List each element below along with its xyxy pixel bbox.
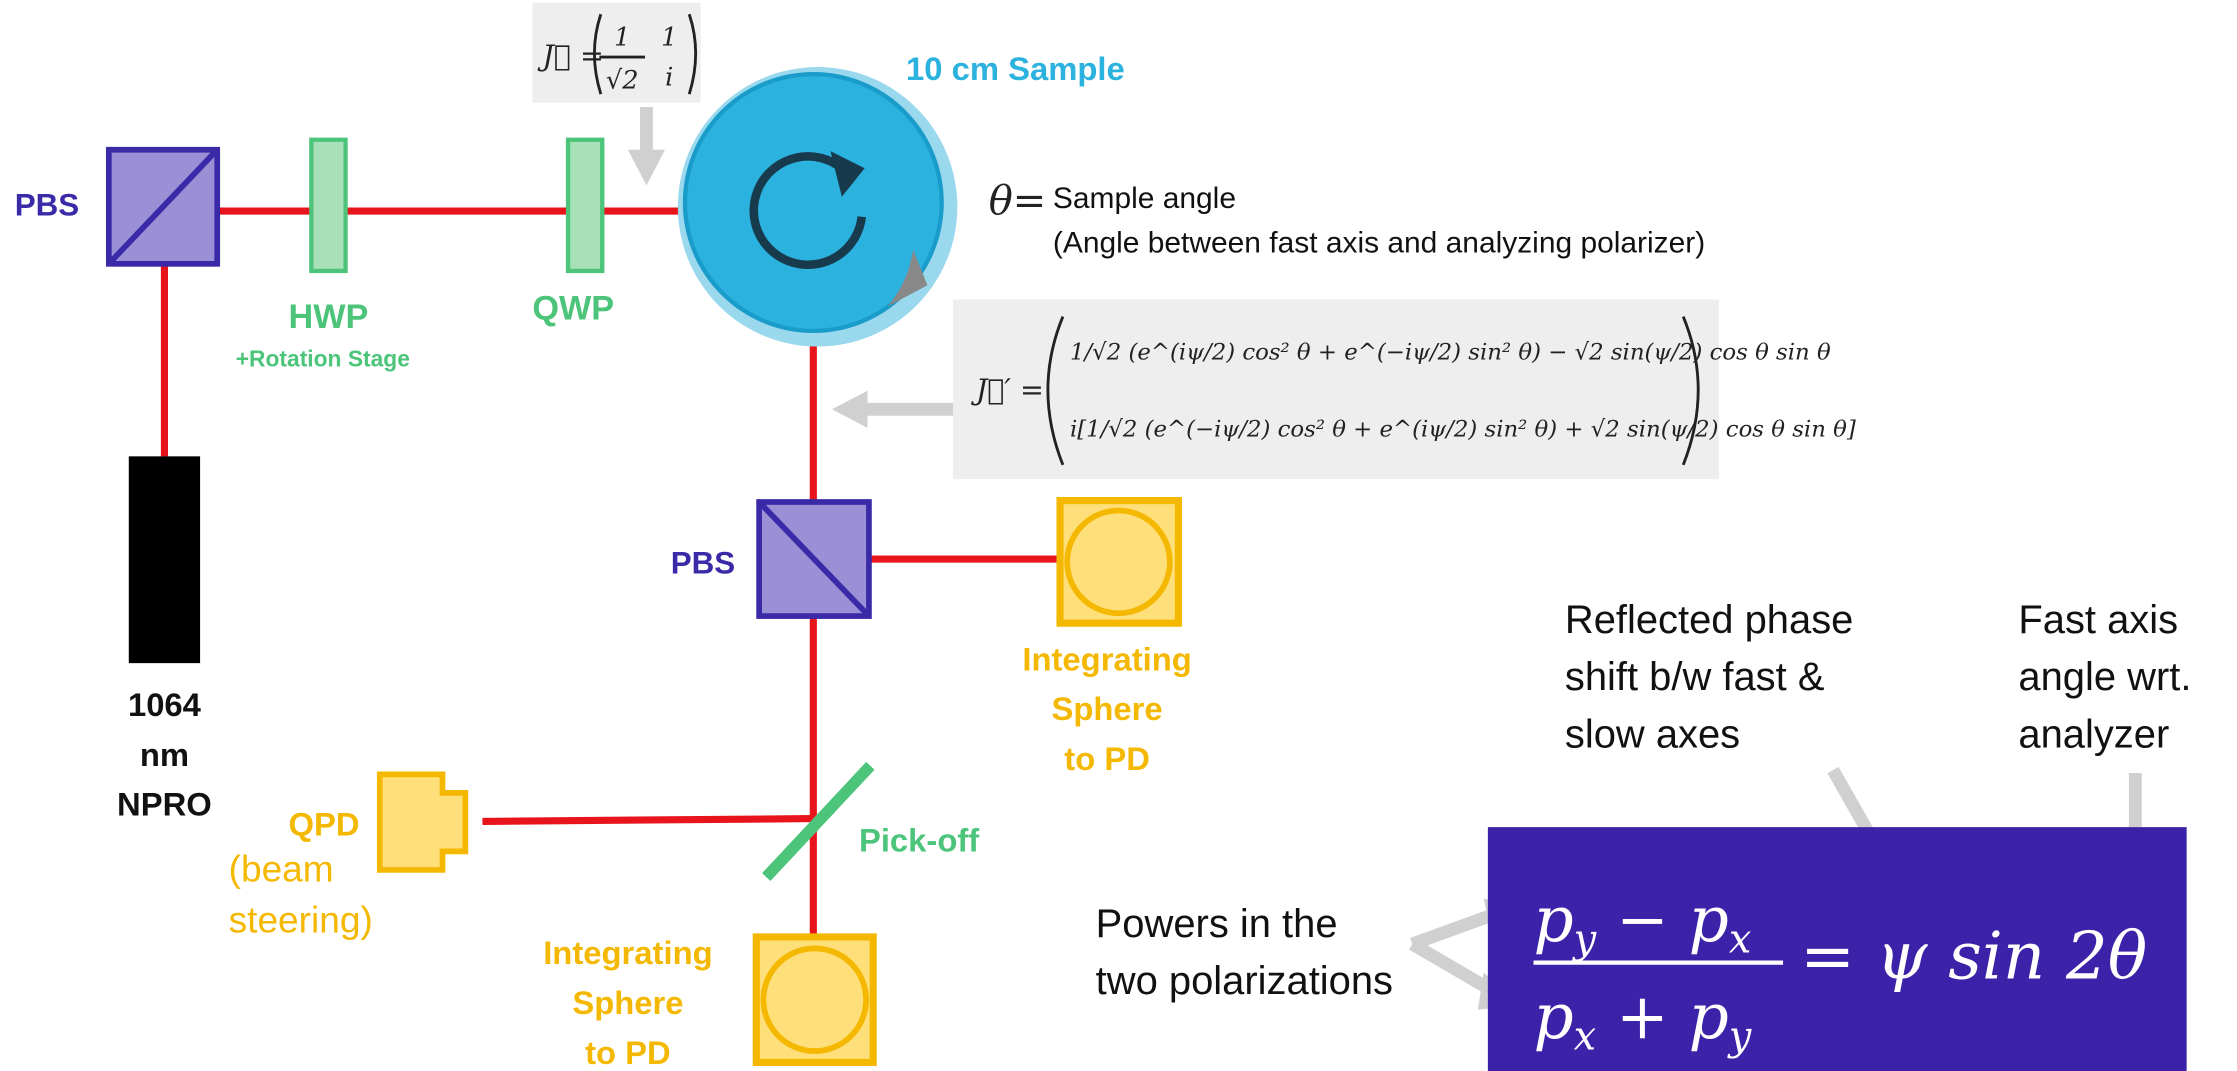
label: (beam — [229, 847, 334, 889]
label: analyzer — [2018, 712, 2169, 756]
label: PBS — [15, 187, 79, 222]
qwp — [565, 137, 605, 274]
definition: (Angle between fast axis and analyzing p… — [1053, 226, 1705, 259]
equation-box — [953, 299, 1719, 480]
label: NPRO — [117, 786, 212, 823]
equation-part: y — [1572, 917, 1597, 963]
equation-box — [532, 2, 701, 103]
label: PBS — [671, 545, 735, 580]
qpd — [376, 771, 469, 873]
equation-rhs: = ψ sin 2θ — [1800, 918, 2147, 994]
hwp — [309, 137, 348, 274]
label: to PD — [1064, 740, 1150, 777]
label: Integrating — [1022, 640, 1191, 677]
equation: i[1/√2 (e^(−iψ/2) cos² θ + e^(iψ/2) sin²… — [1070, 416, 1856, 442]
pickoff-mirror — [762, 761, 875, 881]
label: QPD — [289, 806, 360, 843]
equation: √2 — [606, 65, 639, 95]
denominator: px + py — [1533, 980, 1751, 1059]
label: Fast axis — [2018, 598, 2178, 642]
label: to PD — [585, 1034, 671, 1071]
label: slow axes — [1565, 712, 1740, 756]
equation-panel — [1487, 827, 2187, 1071]
equation-part: − p — [1596, 883, 1729, 956]
label: 10 cm Sample — [906, 50, 1125, 87]
theta-symbol: θ= — [989, 178, 1047, 224]
label: angle wrt. — [2018, 655, 2191, 699]
label: Powers in the — [1096, 902, 1338, 946]
equation-part: + p — [1596, 980, 1729, 1053]
definition: Sample angle — [1053, 182, 1236, 215]
label: Sphere — [1051, 690, 1162, 727]
equation: J⃗′ = — [971, 373, 1044, 406]
label: Sphere — [572, 984, 683, 1021]
equation-part: p — [1533, 883, 1573, 956]
label: QWP — [532, 289, 614, 327]
label: steering) — [229, 899, 373, 941]
numerator: py − px — [1533, 883, 1751, 962]
equation-part: x — [1574, 1014, 1597, 1060]
label: nm — [140, 736, 189, 773]
laser — [128, 456, 201, 664]
label: Integrating — [543, 934, 712, 971]
label: +Rotation Stage — [236, 346, 410, 372]
equation: 1/√2 (e^(iψ/2) cos² θ + e^(−iψ/2) sin² θ… — [1070, 339, 1831, 365]
label: shift b/w fast & — [1565, 655, 1825, 699]
label: Pick-off — [859, 821, 979, 858]
equation-part: x — [1729, 917, 1752, 963]
label: 1064 — [128, 686, 202, 723]
rotation-arrow — [749, 152, 867, 270]
label: two polarizations — [1096, 959, 1393, 1003]
equation: i — [665, 63, 673, 93]
equation: 1 — [614, 23, 630, 53]
equation: J⃗ = — [537, 40, 604, 73]
equation: 1 — [661, 23, 677, 53]
equation-part: y — [1727, 1014, 1752, 1060]
label: HWP — [289, 298, 369, 336]
sample — [682, 72, 944, 333]
equation-part: p — [1533, 980, 1573, 1053]
label: Reflected phase — [1565, 598, 1854, 642]
